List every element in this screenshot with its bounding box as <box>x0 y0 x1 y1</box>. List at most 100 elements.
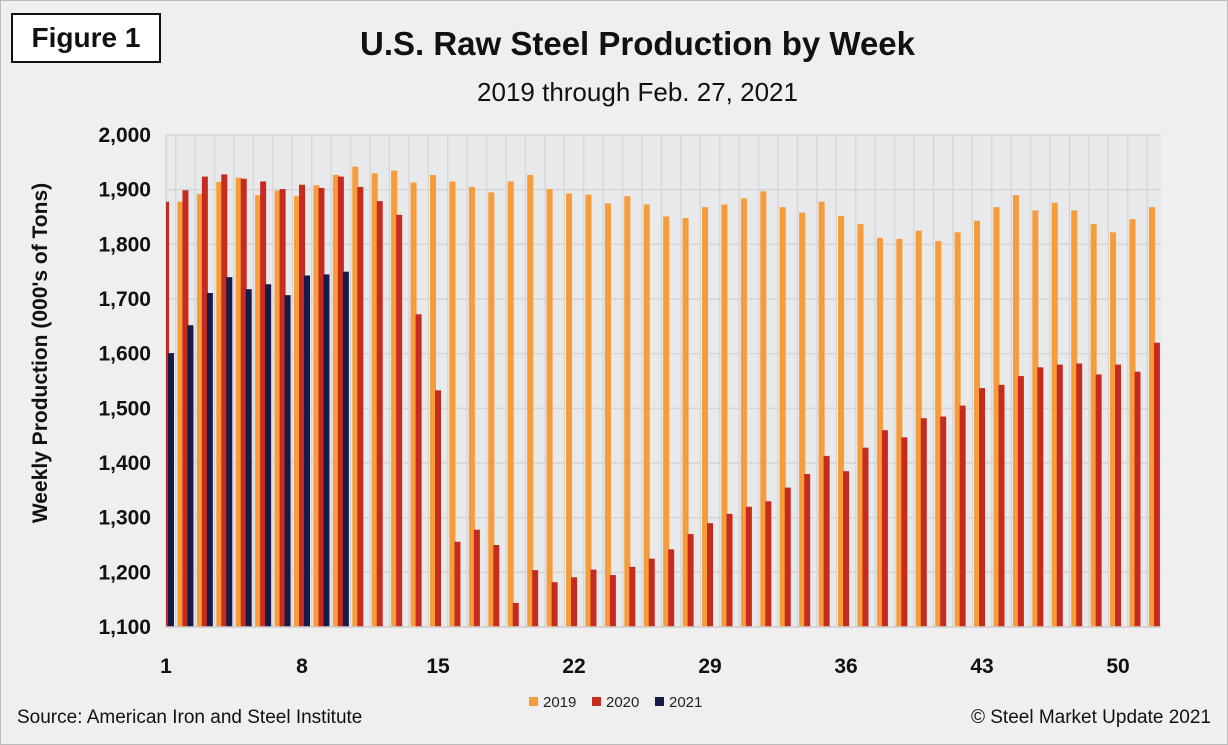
bar-2019-week-37 <box>857 224 864 627</box>
bar-2020-week-26 <box>648 558 655 627</box>
bar-2020-week-8 <box>299 184 306 627</box>
bar-2020-week-49 <box>1095 374 1102 627</box>
y-tick-label: 1,300 <box>98 507 151 530</box>
bar-2019-week-51 <box>1129 219 1136 628</box>
bar-2020-week-47 <box>1056 364 1063 627</box>
bar-2021-week-3 <box>206 292 213 627</box>
bar-2020-week-11 <box>357 186 364 627</box>
bar-2019-week-25 <box>624 196 631 627</box>
bar-2020-week-31 <box>745 506 752 627</box>
bar-2021-week-6 <box>265 284 272 627</box>
bar-2019-week-52 <box>1148 207 1155 627</box>
bar-2019-week-30 <box>721 204 728 627</box>
bar-2021-week-8 <box>304 275 311 627</box>
bars-group <box>166 166 1160 628</box>
bar-2020-week-29 <box>707 523 714 627</box>
bar-2019-week-19 <box>507 181 514 627</box>
bar-2020-week-38 <box>881 430 888 627</box>
bar-2019-week-13 <box>391 170 398 628</box>
bar-2019-week-34 <box>799 212 806 628</box>
legend-label-2021: 2021 <box>669 694 702 711</box>
bar-2019-week-20 <box>527 174 534 627</box>
bar-2020-week-40 <box>920 418 927 627</box>
legend-label-2019: 2019 <box>543 694 576 711</box>
y-tick-label: 1,900 <box>98 179 151 202</box>
bar-2019-week-12 <box>371 173 378 627</box>
bar-2020-week-41 <box>940 416 947 627</box>
bar-2020-week-13 <box>396 214 403 627</box>
bar-2020-week-52 <box>1153 342 1160 627</box>
bar-2019-week-8 <box>294 196 301 627</box>
bar-2019-week-10 <box>332 174 339 627</box>
x-tick-label: 1 <box>160 655 172 678</box>
legend-swatch-2020 <box>592 697 601 706</box>
bar-2019-week-29 <box>702 207 709 627</box>
bar-2020-week-42 <box>959 405 966 627</box>
x-tick-label: 15 <box>426 655 450 678</box>
bar-2019-week-11 <box>352 166 359 627</box>
bar-2020-week-36 <box>843 471 850 627</box>
bar-2020-week-51 <box>1134 371 1141 627</box>
bar-2019-week-41 <box>935 241 942 627</box>
bar-2019-week-21 <box>546 189 553 627</box>
bar-2020-week-20 <box>532 570 539 627</box>
bar-2020-week-5 <box>240 178 247 627</box>
x-tick-label: 29 <box>698 655 721 678</box>
bar-2019-week-17 <box>468 186 475 627</box>
bar-2020-week-43 <box>979 388 986 627</box>
bar-2020-week-27 <box>668 549 675 627</box>
y-tick-label: 1,100 <box>98 616 151 639</box>
bar-2020-week-24 <box>609 575 616 627</box>
bar-2019-week-7 <box>274 190 281 627</box>
bar-2020-week-19 <box>512 602 519 627</box>
bar-2020-week-7 <box>279 189 286 627</box>
bar-2021-week-5 <box>245 289 252 627</box>
chart-title: U.S. Raw Steel Production by Week <box>359 25 916 62</box>
bar-2019-week-49 <box>1090 224 1097 627</box>
bar-2021-week-10 <box>342 271 349 627</box>
bar-2020-week-32 <box>765 501 772 627</box>
bar-2020-week-18 <box>493 545 500 627</box>
bar-2019-week-16 <box>449 181 456 627</box>
bar-2019-week-39 <box>896 238 903 627</box>
bar-2019-week-22 <box>566 193 573 627</box>
bar-2020-week-9 <box>318 188 325 627</box>
y-tick-label: 1,700 <box>98 288 151 311</box>
y-tick-label: 1,600 <box>98 343 151 366</box>
legend-swatch-2021 <box>655 697 664 706</box>
bar-2020-week-23 <box>590 569 597 627</box>
bar-2020-week-33 <box>784 487 791 627</box>
bar-2019-week-42 <box>954 232 961 627</box>
bar-2020-week-30 <box>726 513 733 627</box>
bar-2019-week-14 <box>410 182 417 627</box>
bar-2019-week-48 <box>1071 210 1078 627</box>
bar-2020-week-16 <box>454 541 461 627</box>
bar-2020-week-4 <box>221 174 228 628</box>
bar-2019-week-36 <box>838 215 845 627</box>
bar-2020-week-48 <box>1076 363 1083 627</box>
bar-2019-week-45 <box>1012 195 1019 627</box>
bar-2019-week-4 <box>216 182 223 627</box>
bar-2019-week-15 <box>430 174 437 627</box>
legend-swatch-2019 <box>529 697 538 706</box>
bar-2019-week-33 <box>779 207 786 627</box>
bar-2019-week-40 <box>915 230 922 627</box>
x-tick-label: 8 <box>296 655 308 678</box>
x-tick-label: 43 <box>970 655 993 678</box>
bar-2020-week-17 <box>473 529 480 627</box>
bar-2019-week-2 <box>177 201 184 627</box>
bar-2020-week-50 <box>1115 364 1122 627</box>
bar-2019-week-38 <box>876 237 883 628</box>
bar-2019-week-35 <box>818 201 825 627</box>
bar-2020-week-34 <box>804 473 811 627</box>
bar-2020-week-22 <box>571 577 578 627</box>
y-tick-label: 1,800 <box>98 233 151 256</box>
bar-2019-week-23 <box>585 194 592 627</box>
y-tick-label: 1,400 <box>98 452 151 475</box>
figure-label: Figure 1 <box>11 13 161 63</box>
bar-2021-week-2 <box>187 325 194 627</box>
bar-2021-week-4 <box>226 277 233 627</box>
bar-2020-week-3 <box>201 176 208 627</box>
